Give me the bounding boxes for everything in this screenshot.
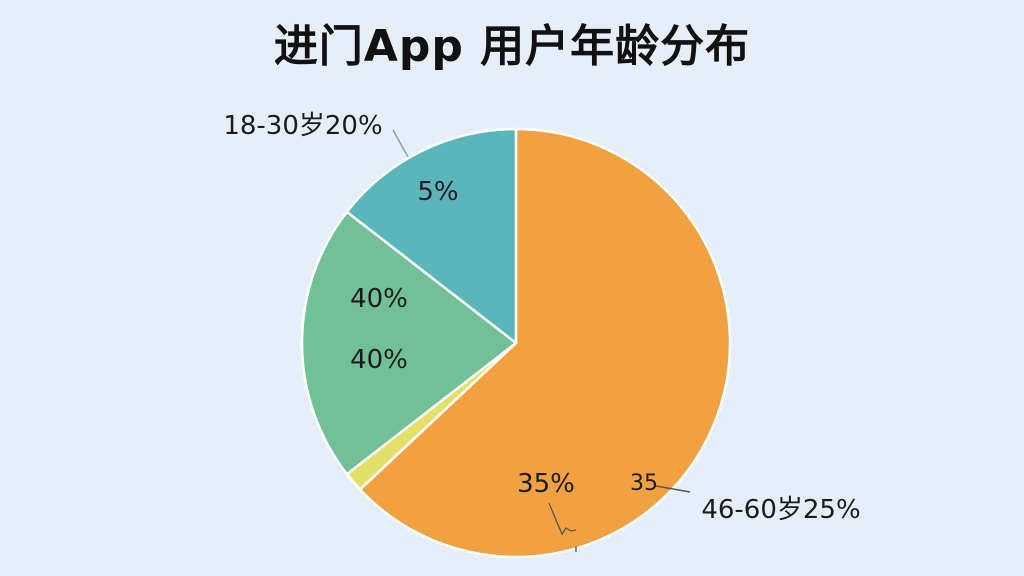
- slice-teal: [345, 127, 518, 345]
- slice-label-35: 35%: [517, 469, 575, 499]
- slice-green: [300, 210, 518, 476]
- slice-label-5: 5%: [417, 177, 458, 207]
- slice-label-40-lower: 40%: [350, 345, 408, 375]
- chart-title: 进门App 用户年龄分布: [273, 21, 751, 72]
- callout-46-60: 46-60岁25%: [701, 495, 860, 525]
- squiggle-mark: [548, 502, 577, 536]
- callout-leader-18-30: [392, 129, 409, 158]
- slice-label-40-upper: 40%: [350, 284, 408, 314]
- callout-18-30: 18-30岁20%: [223, 111, 382, 141]
- callout-leader-46-60: [655, 485, 691, 493]
- slice-label-35-partial: 35: [630, 471, 658, 496]
- slice-orange: [358, 127, 732, 559]
